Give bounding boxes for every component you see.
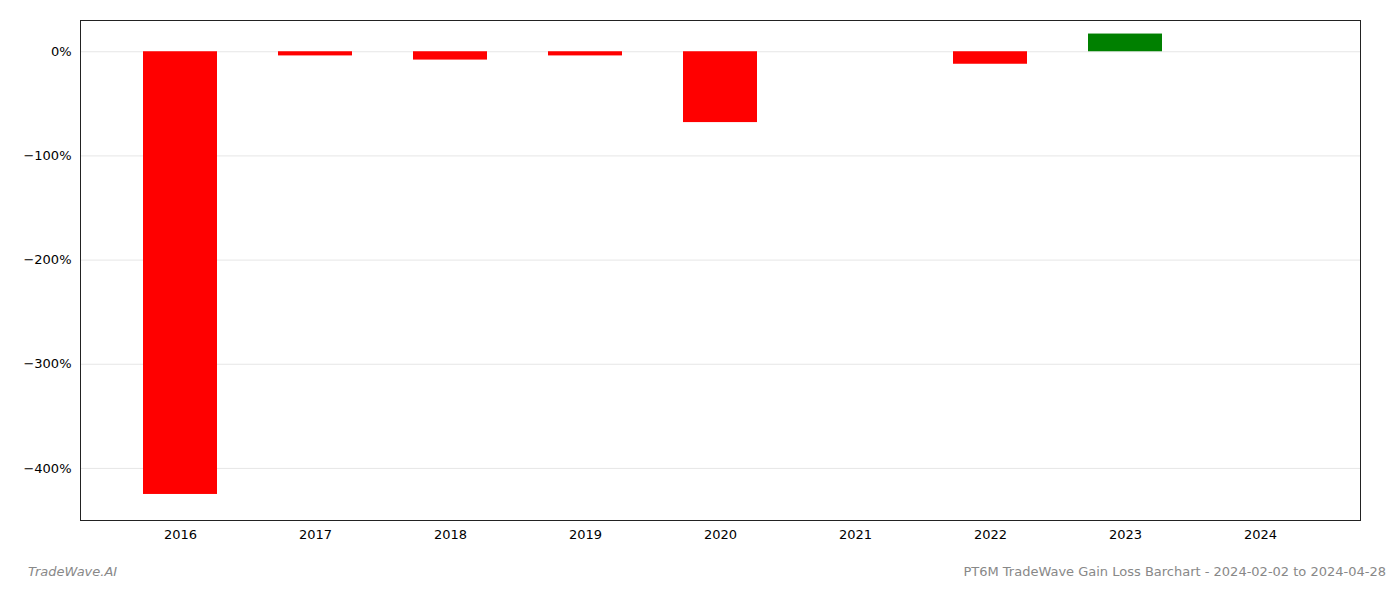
svg-text:2023: 2023 bbox=[1109, 527, 1142, 542]
svg-text:2020: 2020 bbox=[704, 527, 737, 542]
svg-text:−200%: −200% bbox=[23, 252, 71, 267]
svg-text:−100%: −100% bbox=[23, 148, 71, 163]
svg-text:0%: 0% bbox=[51, 44, 72, 59]
svg-text:2019: 2019 bbox=[569, 527, 602, 542]
html-text:TradeWave.AI: TradeWave.AI bbox=[28, 564, 118, 579]
svg-text:2016: 2016 bbox=[164, 527, 197, 542]
svg-text:2017: 2017 bbox=[299, 527, 332, 542]
svg-text:2024: 2024 bbox=[1244, 527, 1277, 542]
svg-text:2022: 2022 bbox=[974, 527, 1007, 542]
svg-text:2021: 2021 bbox=[839, 527, 872, 542]
svg-text:−400%: −400% bbox=[23, 461, 71, 476]
html-text:PT6M TradeWave Gain Loss Barch: PT6M TradeWave Gain Loss Barchart - 2024… bbox=[963, 564, 1386, 579]
svg-text:−300%: −300% bbox=[23, 356, 71, 371]
svg-text:2018: 2018 bbox=[434, 527, 467, 542]
